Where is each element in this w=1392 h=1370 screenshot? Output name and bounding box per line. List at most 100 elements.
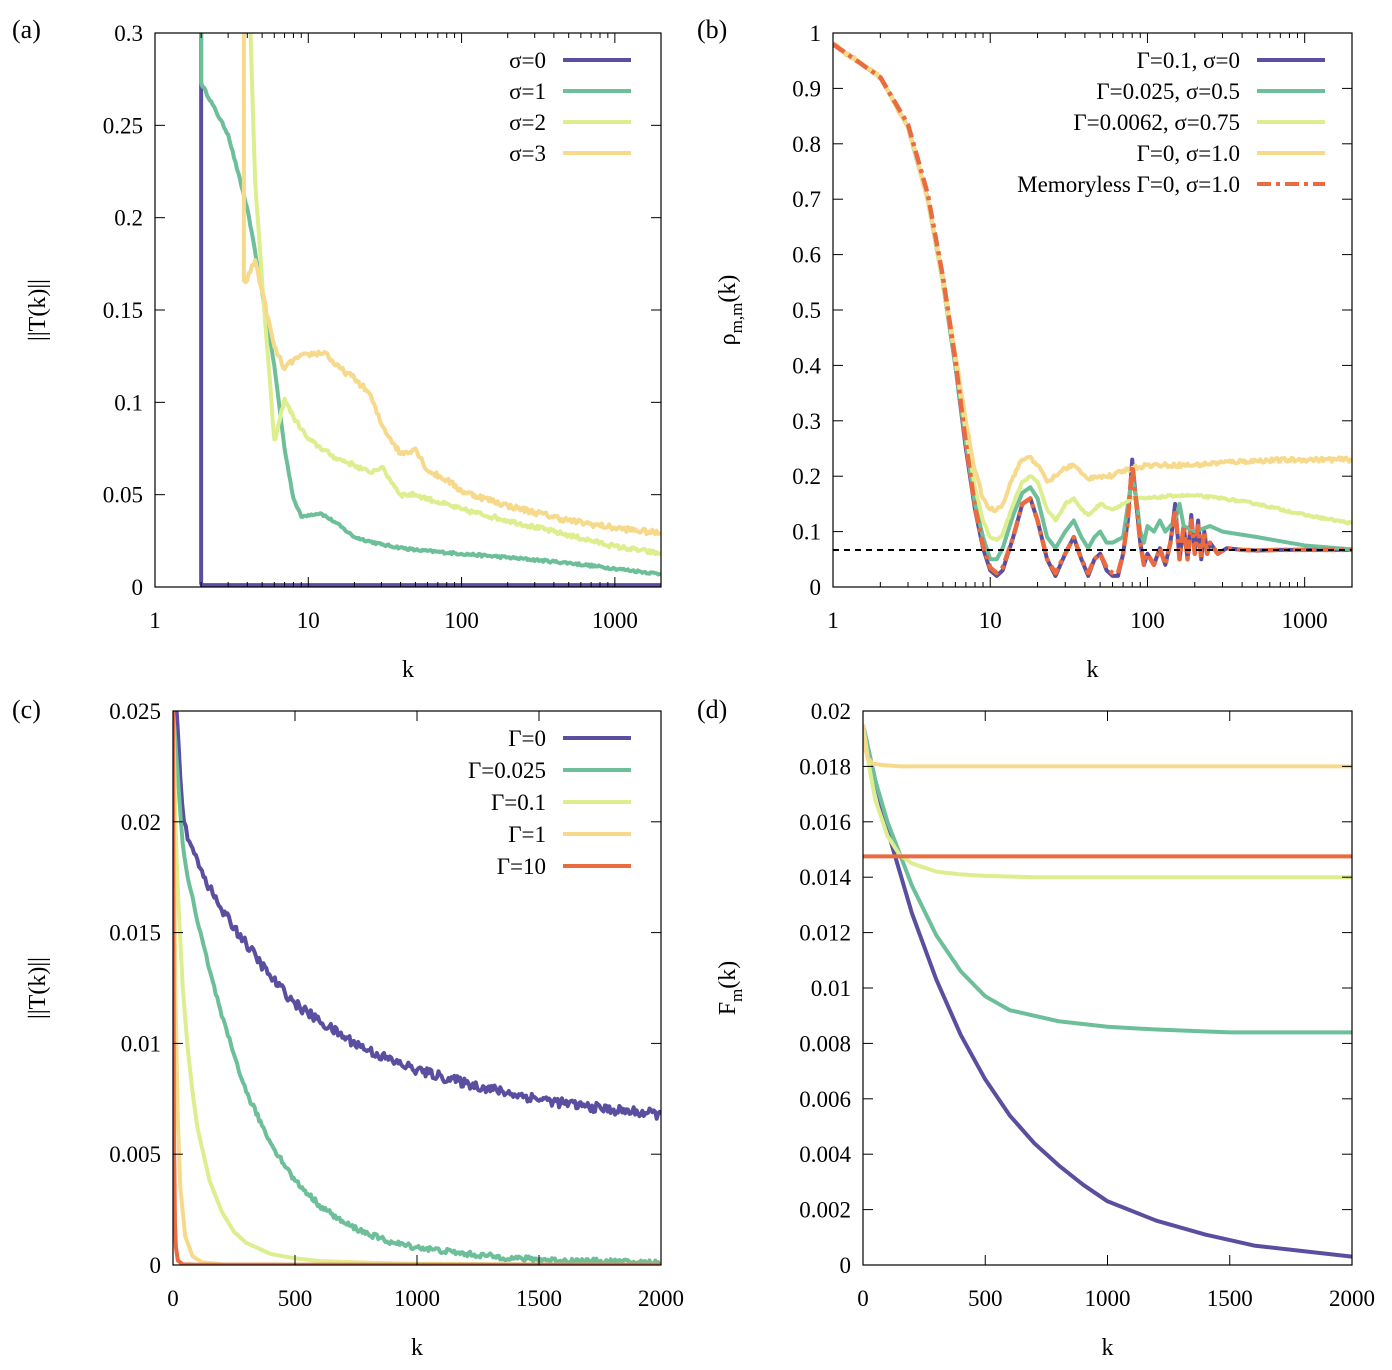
x-tick-label: 0 [857,1286,869,1311]
y-tick-label: 0.5 [792,298,821,323]
x-tick-label: 1500 [516,1286,562,1311]
legend: Γ=0.1, σ=0 Γ=0.025, σ=0.5 Γ=0.0062, σ=0.75… [1017,48,1325,197]
series-line-1 [863,724,1352,769]
y-tick-label: 1 [810,21,822,46]
y-tick-label: 0.005 [109,1142,161,1167]
legend-label-0-025-0-5: Γ=0.025, σ=0.5 [1096,79,1240,104]
y-tick-label: 0.1 [114,390,143,415]
y-tick-label: 0.014 [799,865,851,890]
x-tick-label: 1000 [1282,608,1328,633]
panel-label: (d) [697,695,727,724]
x-tick-label: 100 [1130,608,1165,633]
legend-label-0-1-0: Γ=0.1, σ=0 [1137,48,1240,73]
plot-frame [172,710,662,1266]
plot-frame [862,710,1353,1266]
y-tick-label: 0.008 [799,1031,851,1056]
y-tick-label: 0.004 [799,1142,851,1167]
y-tick-label: 0.2 [792,464,821,489]
y-tick-label: 0.8 [792,132,821,157]
legend-label-2: σ=2 [509,110,546,135]
panel-label: (c) [12,695,41,724]
y-tick-label: 0 [840,1253,852,1278]
y-tick-label: 0 [150,1253,162,1278]
y-tick-label: 0.012 [799,921,851,946]
x-tick-label: 1500 [1207,1286,1253,1311]
legend-label-0-1: Γ=0.1 [491,790,546,815]
y-axis-label: ||T(k)|| [25,279,51,341]
x-tick-label: 2000 [1329,1286,1375,1311]
y-tick-label: 0.2 [114,206,143,231]
y-tick-label: 0.7 [792,187,821,212]
y-axis-label: ρm,m(k) [715,275,746,346]
legend-label-memoryless-0-1-0: Memoryless Γ=0, σ=1.0 [1017,172,1240,197]
y-tick-label: 0.025 [109,699,161,724]
x-axis-label: k [1102,1335,1114,1361]
y-axis-label: ||T(k)|| [25,957,51,1019]
y-tick-label: 0.018 [799,754,851,779]
x-axis-label: k [1087,657,1099,683]
series-line-1 [199,33,661,577]
y-tick-label: 0.25 [103,113,143,138]
x-tick-label: 2000 [638,1286,684,1311]
y-tick-label: 0.01 [121,1031,161,1056]
x-tick-label: 100 [444,608,479,633]
x-tick-label: 1 [827,608,839,633]
series-group [863,724,1352,1259]
legend-label-0-1-0: Γ=0, σ=1.0 [1137,141,1240,166]
panel-a: 0 0.05 0.1 0.15 0.2 0.25 0.3 1 10 100 1000 k ||T(k)|… [12,15,662,683]
x-tick-label: 1000 [592,608,638,633]
panel-b: 0 0.1 0.2 0.3 0.4 0.5 0.6 0.7 0.8 0.9 1 1 10 100 1000 k… [697,15,1353,683]
legend-label-0: σ=0 [509,48,546,73]
y-tick-label: 0.3 [792,409,821,434]
series-line-0 [863,724,1352,1259]
y-tick-label: 0.3 [114,21,143,46]
legend-label-0-0062-0-75: Γ=0.0062, σ=0.75 [1073,110,1240,135]
y-tick-label: 0.006 [799,1087,851,1112]
plot-frame [154,32,662,588]
y-tick-label: 0 [810,575,822,600]
x-tick-label: 500 [968,1286,1003,1311]
legend-label-10: Γ=10 [497,854,546,879]
x-tick-label: 0 [167,1286,179,1311]
y-tick-label: 0.016 [799,810,851,835]
series-line-0 [173,711,661,1121]
legend: Γ=0 Γ=0.025 Γ=0.1 Γ=1 Γ=10 [468,726,631,879]
y-tick-label: 0.015 [109,921,161,946]
series-group [199,33,661,587]
panel-label: (b) [697,15,727,44]
series-line-2 [248,33,661,556]
legend-label-0: Γ=0 [508,726,546,751]
x-tick-label: 10 [979,608,1002,633]
y-tick-label: 0.4 [792,353,821,378]
x-axis-label: k [402,657,414,683]
y-axis-label: Fm(k) [715,961,746,1016]
y-tick-label: 0.02 [811,699,851,724]
x-tick-label: 1000 [1085,1286,1131,1311]
y-tick-label: 0.1 [792,520,821,545]
series-group [833,41,1352,578]
panel-d: 0 0.002 0.004 0.006 0.008 0.01 0.012 0.014 0.016… [697,695,1375,1361]
legend-label-1: σ=1 [509,79,546,104]
legend-label-1: Γ=1 [508,822,546,847]
x-tick-label: 10 [297,608,320,633]
x-tick-label: 1 [149,608,161,633]
y-tick-label: 0.002 [799,1198,851,1223]
y-tick-label: 0.15 [103,298,143,323]
series-line-0-025 [863,724,1352,1035]
series-line-3 [241,33,661,537]
series-line-0-1 [863,724,1352,880]
legend: σ=0 σ=1 σ=2 σ=3 [509,48,631,166]
series-line-0-1 [173,711,661,1265]
series-line-0-025 [173,711,661,1265]
legend-label-3: σ=3 [509,141,546,166]
series-line-1 [173,711,661,1265]
series-line-memoryless-0-1-0 [833,42,1352,576]
panel-c: 0 0.005 0.01 0.015 0.02 0.025 0 500 1000 1500 2000… [12,695,684,1361]
y-tick-label: 0.6 [792,243,821,268]
y-tick-label: 0.02 [121,810,161,835]
x-tick-label: 500 [278,1286,313,1311]
y-tick-label: 0.05 [103,483,143,508]
y-tick-label: 0 [132,575,144,600]
series-group [173,711,661,1265]
